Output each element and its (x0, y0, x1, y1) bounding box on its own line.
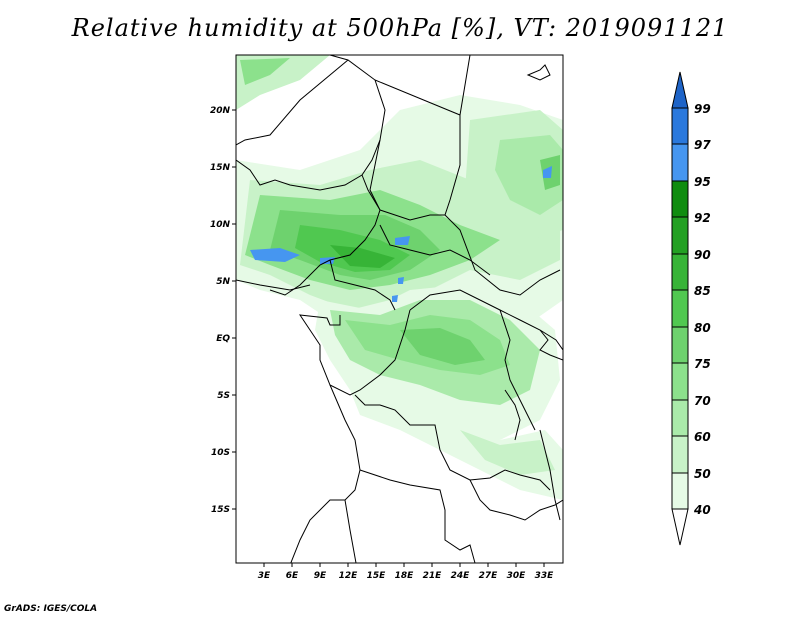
map-frame (235, 54, 564, 564)
latitude-axis: 20N 15N 10N 5N EQ 5S 10S 15S (210, 106, 236, 515)
lon-label: 30E (507, 571, 527, 581)
borders (236, 55, 563, 563)
lat-label: 10N (210, 220, 231, 230)
lat-label: EQ (216, 334, 230, 344)
grads-credit: GrADS: IGES/COLA (4, 604, 98, 614)
colorbar-swatch (671, 107, 689, 145)
lon-label: 24E (451, 571, 471, 581)
lon-label: 27E (479, 571, 499, 581)
lon-label: 15E (367, 571, 387, 581)
colorbar-swatch (671, 289, 689, 328)
colorbar: 99 97 95 92 90 85 80 75 70 60 50 40 (671, 71, 711, 546)
colorbar-label: 92 (694, 211, 711, 225)
colorbar-swatch (671, 362, 689, 401)
lat-label: 15S (211, 505, 230, 515)
colorbar-swatch (671, 180, 689, 218)
lon-label: 12E (339, 571, 359, 581)
colorbar-label: 80 (694, 321, 711, 335)
colorbar-label: 97 (694, 138, 711, 152)
lat-label: 5N (216, 277, 230, 287)
colorbar-swatch (671, 326, 689, 364)
colorbar-label: 40 (693, 503, 711, 517)
lon-label: 21E (423, 571, 443, 581)
lat-label: 10S (211, 448, 230, 458)
lon-label: 33E (535, 571, 555, 581)
colorbar-label: 60 (694, 430, 711, 444)
colorbar-label: 99 (694, 102, 711, 116)
colorbar-label: 85 (694, 284, 711, 298)
colorbar-swatch (671, 253, 689, 291)
colorbar-label: 50 (694, 467, 711, 481)
colorbar-swatch (671, 472, 689, 510)
lon-label: 6E (286, 571, 299, 581)
lat-label: 5S (217, 391, 230, 401)
lon-label: 3E (258, 571, 271, 581)
colorbar-swatch (671, 216, 689, 255)
longitude-axis: 3E 6E 9E 12E 15E 18E 21E 24E 27E 30E 33E (258, 563, 554, 581)
lat-label: 15N (210, 163, 231, 173)
colorbar-swatch (671, 143, 689, 182)
colorbar-top-arrow (671, 71, 689, 109)
colorbar-swatch (671, 399, 689, 437)
colorbar-label: 90 (694, 248, 711, 262)
lat-label: 20N (210, 106, 231, 116)
lon-label: 9E (314, 571, 327, 581)
colorbar-bottom-arrow (671, 508, 689, 546)
colorbar-label: 95 (694, 175, 711, 189)
colorbar-swatch (671, 435, 689, 474)
humidity-field (236, 55, 563, 563)
colorbar-label: 75 (694, 357, 711, 371)
colorbar-label: 70 (694, 394, 711, 408)
map-title: Relative humidity at 500hPa [%], VT: 201… (71, 14, 729, 42)
lon-label: 18E (395, 571, 415, 581)
